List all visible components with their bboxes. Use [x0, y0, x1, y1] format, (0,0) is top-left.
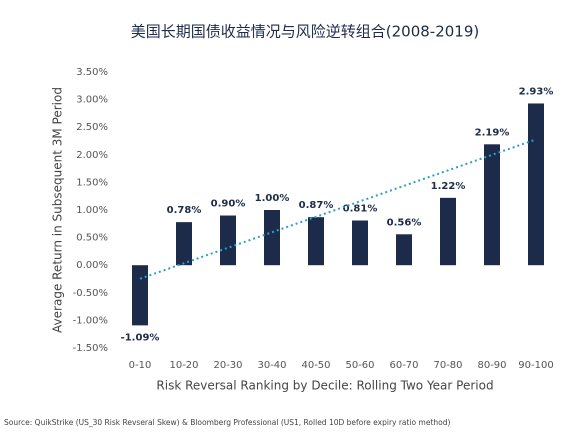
- y-tick-label: 0.50%: [76, 233, 108, 244]
- y-tick-label: -1.00%: [73, 315, 108, 326]
- source-note: Source: QuikStrike (US_30 Risk Revseral …: [4, 418, 450, 427]
- x-axis-label: Risk Reversal Ranking by Decile: Rolling…: [156, 379, 493, 393]
- y-tick-label: 2.00%: [76, 150, 108, 161]
- bar: [264, 210, 280, 266]
- bar: [396, 234, 412, 266]
- value-label: 2.93%: [519, 86, 554, 97]
- y-tick-label: 3.00%: [76, 95, 108, 106]
- x-tick-label: 90-100: [518, 360, 553, 371]
- value-label: 0.56%: [387, 217, 422, 228]
- value-label: 1.00%: [255, 193, 290, 204]
- y-tick-label: 1.00%: [76, 205, 108, 216]
- y-tick-label: -0.50%: [73, 288, 108, 299]
- y-tick-label: 3.50%: [76, 67, 108, 78]
- x-tick-label: 40-50: [301, 360, 330, 371]
- x-tick-label: 70-80: [433, 360, 462, 371]
- value-label: 0.81%: [343, 203, 378, 214]
- x-tick-label: 30-40: [257, 360, 286, 371]
- value-label: 2.19%: [475, 127, 510, 138]
- y-axis-label: Average Return in Subsequent 3M Period: [51, 87, 65, 333]
- y-tick-label: 1.50%: [76, 177, 108, 188]
- value-label: 0.78%: [167, 205, 202, 216]
- bar: [176, 222, 192, 266]
- x-tick-label: 80-90: [477, 360, 506, 371]
- bar: [528, 103, 544, 266]
- value-label: -1.09%: [121, 332, 160, 343]
- value-label: 1.22%: [431, 181, 466, 192]
- bar: [220, 215, 236, 266]
- x-tick-label: 10-20: [169, 360, 198, 371]
- y-tick-label: -1.50%: [73, 343, 108, 354]
- x-tick-label: 50-60: [345, 360, 374, 371]
- bar: [484, 144, 500, 266]
- chart-title: 美国长期国债收益情况与风险逆转组合(2008-2019): [131, 23, 479, 41]
- bar: [132, 265, 148, 326]
- x-tick-label: 0-10: [129, 360, 152, 371]
- y-tick-label: 2.50%: [76, 122, 108, 133]
- y-tick-label: 0.00%: [76, 260, 108, 271]
- x-tick-label: 60-70: [389, 360, 418, 371]
- value-label: 0.87%: [299, 200, 334, 211]
- value-label: 0.90%: [211, 199, 246, 210]
- x-tick-label: 20-30: [213, 360, 242, 371]
- bar: [308, 217, 324, 266]
- bar: [440, 197, 456, 266]
- bar: [352, 220, 368, 266]
